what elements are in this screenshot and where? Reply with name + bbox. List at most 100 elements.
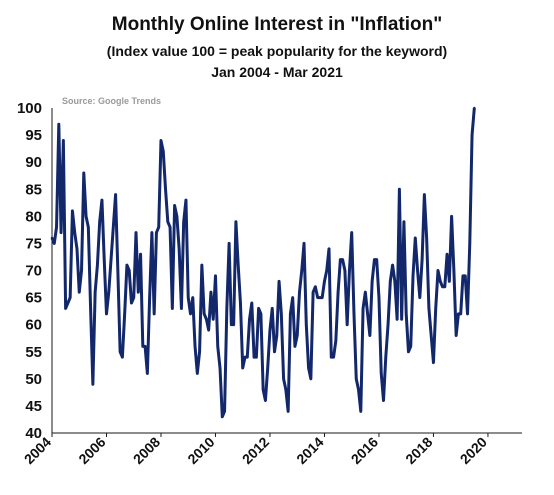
y-tick-label: 40 (25, 425, 42, 442)
data-point (271, 307, 274, 310)
data-point (78, 290, 81, 294)
data-point (148, 296, 151, 299)
data-point (100, 198, 104, 202)
x-tick-label: 2014 (293, 434, 326, 467)
data-point (214, 274, 217, 278)
data-point (114, 193, 117, 196)
data-point (373, 258, 376, 261)
data-point (241, 366, 244, 370)
data-point (55, 225, 58, 229)
data-point (221, 415, 224, 418)
data-point (184, 198, 188, 202)
data-point (89, 307, 92, 310)
data-point (450, 215, 453, 218)
data-point (225, 307, 229, 310)
data-point (218, 366, 222, 370)
data-point (416, 269, 419, 272)
data-point (307, 366, 310, 370)
y-tick-label: 45 (25, 398, 42, 415)
data-point (232, 323, 235, 326)
data-point (418, 296, 422, 299)
data-point (402, 220, 406, 223)
data-point (473, 106, 476, 110)
data-point (139, 253, 142, 256)
data-point (84, 215, 88, 218)
y-tick-label: 95 (25, 127, 42, 144)
data-point (289, 312, 292, 316)
data-point (259, 312, 263, 316)
data-point (196, 372, 199, 375)
data-point (193, 345, 197, 348)
data-point (407, 350, 410, 353)
data-point (327, 247, 331, 251)
data-point (380, 372, 383, 375)
data-point (311, 290, 315, 294)
data-points (50, 106, 476, 418)
data-point (250, 301, 254, 305)
data-point (389, 280, 392, 283)
data-point (103, 258, 106, 261)
data-point (423, 193, 426, 196)
data-point (411, 274, 415, 278)
data-point (266, 366, 269, 370)
data-point (202, 312, 206, 316)
data-point (105, 312, 108, 316)
data-point (323, 280, 326, 283)
data-point (175, 215, 179, 218)
data-point (318, 296, 322, 299)
y-tick-label: 90 (25, 154, 42, 171)
data-point (168, 225, 172, 229)
data-point (398, 188, 401, 191)
data-point (198, 350, 201, 353)
data-point (414, 236, 417, 240)
data-point (393, 280, 397, 283)
data-point (452, 269, 456, 272)
chart-title: Monthly Online Interest in "Inflation" (111, 14, 443, 35)
x-tick-label: 2020 (457, 434, 490, 467)
data-point (368, 334, 372, 337)
x-tick-label: 2008 (130, 434, 163, 467)
data-point (366, 312, 369, 316)
data-point (361, 307, 365, 310)
data-point (268, 328, 272, 332)
y-tick-label: 100 (17, 100, 42, 117)
data-point (436, 269, 440, 272)
data-point (332, 355, 335, 359)
data-point (212, 318, 215, 321)
data-point (391, 263, 394, 267)
data-point (357, 388, 360, 391)
data-point (345, 323, 349, 326)
data-point (448, 280, 451, 283)
data-point (252, 355, 256, 359)
data-point (405, 312, 408, 316)
data-point (171, 307, 174, 310)
x-tick-label: 2016 (348, 434, 381, 467)
data-point (157, 225, 160, 229)
data-point (305, 323, 308, 326)
data-point (93, 290, 97, 294)
data-point (59, 231, 63, 234)
data-point (187, 296, 190, 299)
data-point (302, 242, 306, 245)
data-point (118, 350, 122, 353)
data-point (466, 312, 469, 316)
data-point (377, 296, 381, 299)
data-point (98, 220, 101, 223)
data-point (162, 150, 165, 153)
data-point (454, 334, 458, 337)
y-tick-label: 60 (25, 317, 42, 334)
y-tick-label: 50 (25, 371, 42, 388)
data-point (96, 263, 99, 267)
data-point (339, 258, 342, 261)
data-point (316, 296, 319, 299)
data-point (128, 269, 131, 272)
data-point (336, 290, 340, 294)
y-tick-label: 65 (25, 290, 42, 307)
chart-subtitle: (Index value 100 = peak popularity for t… (106, 43, 448, 59)
source-note: Source: Google Trends (62, 96, 161, 106)
data-point (400, 318, 403, 321)
data-point (50, 236, 54, 240)
data-point (409, 345, 412, 348)
data-point (125, 263, 129, 267)
